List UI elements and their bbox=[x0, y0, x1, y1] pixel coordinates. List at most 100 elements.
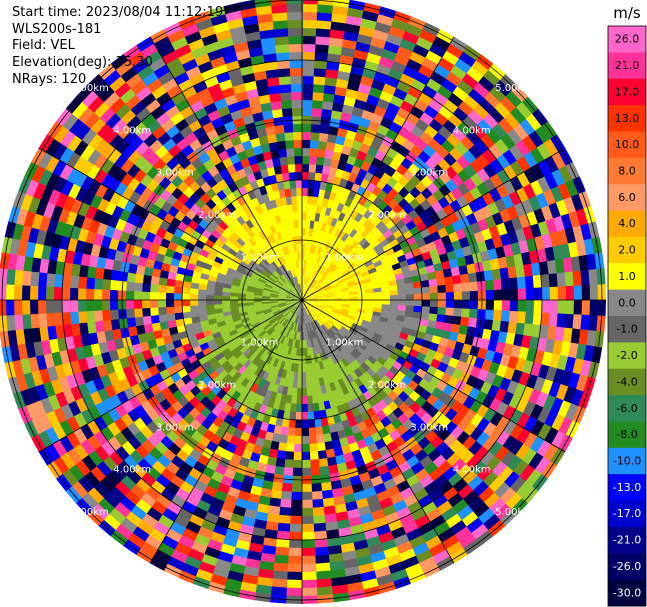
ppi-gate bbox=[466, 129, 482, 146]
ppi-gate bbox=[421, 306, 431, 314]
ppi-gate bbox=[317, 3, 335, 14]
colorbar-tick-label: 26.0 bbox=[615, 33, 640, 46]
ppi-gate bbox=[308, 252, 313, 261]
ppi-gate bbox=[302, 293, 309, 300]
ppi-gate bbox=[344, 22, 362, 35]
ppi-gate bbox=[532, 312, 543, 327]
ppi-gate bbox=[541, 286, 551, 301]
ppi-gate bbox=[523, 151, 539, 169]
ppi-gate bbox=[333, 94, 347, 105]
ppi-gate bbox=[565, 300, 575, 316]
ppi-gate bbox=[366, 263, 376, 271]
ppi-gate bbox=[548, 273, 559, 289]
ppi-gate bbox=[406, 112, 421, 127]
ppi-gate bbox=[370, 239, 381, 249]
ppi-gate bbox=[309, 219, 315, 229]
ppi-gate bbox=[322, 258, 329, 267]
ppi-gate bbox=[372, 29, 390, 42]
ppi-gate bbox=[502, 179, 517, 196]
ppi-gate bbox=[333, 209, 342, 220]
ppi-gate bbox=[389, 289, 399, 296]
ppi-gate bbox=[408, 262, 419, 272]
ppi-gate bbox=[321, 231, 329, 241]
ppi-gate bbox=[482, 191, 496, 207]
ppi-gate bbox=[403, 192, 416, 205]
ppi-gate bbox=[320, 173, 330, 183]
ppi-gate bbox=[302, 293, 308, 300]
ppi-gate bbox=[378, 251, 389, 261]
ppi-gate bbox=[478, 75, 496, 93]
ppi-gate bbox=[367, 267, 378, 275]
ppi-gate bbox=[415, 118, 430, 133]
ppi-gate bbox=[373, 71, 390, 84]
ppi-gate bbox=[560, 243, 572, 260]
ppi-gate bbox=[340, 285, 349, 290]
ppi-gate bbox=[405, 300, 415, 307]
ppi-gate bbox=[500, 310, 511, 323]
ppi-gate bbox=[548, 202, 562, 220]
ppi-gate bbox=[508, 190, 523, 207]
ppi-gate bbox=[342, 269, 352, 277]
ppi-gate bbox=[516, 155, 532, 173]
ppi-gate bbox=[316, 273, 323, 282]
ppi-gate bbox=[544, 172, 559, 191]
ppi-gate bbox=[321, 108, 333, 119]
ppi-gate bbox=[314, 43, 330, 54]
ppi-gate bbox=[570, 256, 582, 273]
ppi-gate bbox=[338, 221, 347, 231]
ppi-gate bbox=[376, 13, 395, 27]
ppi-gate bbox=[355, 260, 365, 269]
ppi-gate bbox=[361, 240, 371, 250]
ppi-gate bbox=[394, 272, 405, 281]
ppi-gate bbox=[483, 177, 497, 193]
ppi-gate bbox=[489, 158, 505, 175]
ppi-gate bbox=[480, 133, 496, 150]
ppi-gate bbox=[589, 284, 599, 302]
ppi-gate bbox=[302, 251, 305, 261]
ppi-gate bbox=[309, 294, 318, 298]
ppi-gate bbox=[412, 43, 431, 59]
ppi-gate bbox=[302, 99, 314, 109]
ppi-gate bbox=[317, 293, 326, 297]
ppi-gate bbox=[330, 281, 340, 288]
ppi-gate bbox=[319, 278, 328, 285]
ppi-gate bbox=[333, 269, 342, 277]
ppi-gate bbox=[483, 163, 498, 179]
ppi-gate bbox=[382, 260, 393, 269]
ppi-gate bbox=[407, 85, 424, 100]
ppi-gate bbox=[433, 237, 445, 249]
ppi-gate bbox=[379, 277, 389, 284]
ppi-gate bbox=[473, 82, 491, 99]
ppi-gate bbox=[496, 169, 511, 185]
ppi-gate bbox=[456, 256, 467, 268]
ppi-gate bbox=[485, 289, 495, 301]
ppi-gate bbox=[308, 289, 316, 296]
ppi-gate bbox=[410, 78, 428, 93]
ppi-gate bbox=[302, 67, 316, 77]
ppi-gate bbox=[320, 267, 328, 276]
ppi-gate bbox=[348, 72, 364, 84]
ppi-gate bbox=[316, 291, 326, 296]
ppi-gate bbox=[445, 307, 455, 317]
ppi-gate bbox=[320, 222, 328, 232]
ppi-gate bbox=[397, 300, 407, 306]
ppi-gate bbox=[318, 275, 326, 284]
ppi-gate bbox=[509, 160, 525, 177]
ppi-gate bbox=[315, 272, 322, 281]
ppi-gate bbox=[302, 35, 317, 45]
ppi-gate bbox=[317, 294, 327, 298]
ppi-gate bbox=[488, 143, 504, 160]
ppi-gate bbox=[436, 277, 446, 287]
ppi-gate bbox=[474, 139, 490, 155]
ppi-gate bbox=[356, 185, 367, 197]
ppi-gate bbox=[388, 284, 399, 292]
ppi-gate bbox=[311, 270, 317, 279]
ppi-gate bbox=[430, 70, 447, 86]
ppi-gate bbox=[426, 77, 443, 93]
ppi-gate bbox=[468, 199, 482, 214]
ppi-gate bbox=[357, 263, 367, 272]
ppi-gate bbox=[332, 287, 342, 292]
ppi-gate bbox=[389, 304, 399, 311]
ppi-gate bbox=[302, 283, 305, 293]
ppi-gate bbox=[521, 198, 535, 215]
